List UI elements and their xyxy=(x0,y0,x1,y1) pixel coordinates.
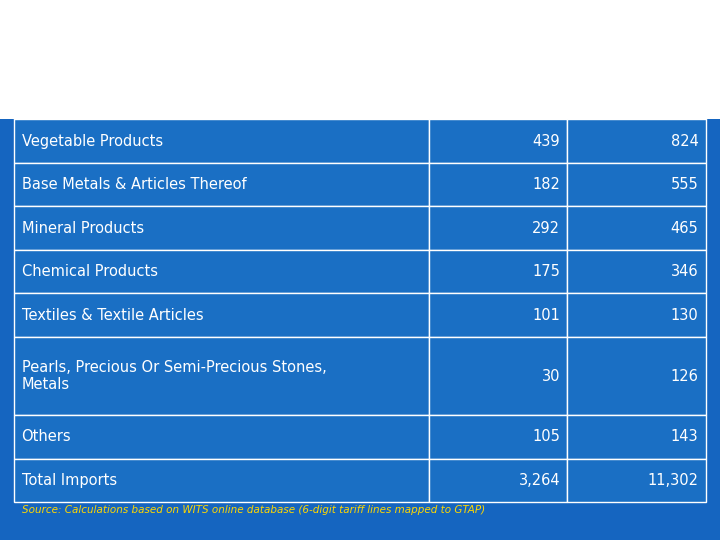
FancyBboxPatch shape xyxy=(14,76,429,119)
Text: from AFLDCs (million USD): from AFLDCs (million USD) xyxy=(261,80,617,105)
FancyBboxPatch shape xyxy=(14,206,429,250)
Text: N: N xyxy=(6,72,32,101)
FancyBboxPatch shape xyxy=(429,119,567,163)
Text: 465: 465 xyxy=(670,221,698,235)
FancyBboxPatch shape xyxy=(567,163,706,206)
Text: Chemical Products: Chemical Products xyxy=(22,264,158,279)
Text: NCAER: NCAER xyxy=(35,91,72,101)
FancyBboxPatch shape xyxy=(429,206,567,250)
Text: 292: 292 xyxy=(532,221,560,235)
FancyBboxPatch shape xyxy=(567,415,706,458)
Text: 30: 30 xyxy=(541,368,560,383)
FancyBboxPatch shape xyxy=(567,250,706,293)
FancyBboxPatch shape xyxy=(14,415,429,458)
FancyBboxPatch shape xyxy=(567,76,706,119)
Text: 11,302: 11,302 xyxy=(647,473,698,488)
Text: 105: 105 xyxy=(532,429,560,444)
Text: 824: 824 xyxy=(670,133,698,148)
Text: 1,939: 1,939 xyxy=(518,90,560,105)
Text: 8,713: 8,713 xyxy=(657,90,698,105)
Text: 101: 101 xyxy=(532,308,560,322)
FancyBboxPatch shape xyxy=(567,293,706,337)
FancyBboxPatch shape xyxy=(567,32,706,76)
FancyBboxPatch shape xyxy=(429,32,567,76)
Text: 2014: 2014 xyxy=(55,83,98,97)
Text: 126: 126 xyxy=(670,368,698,383)
Text: 5: 5 xyxy=(89,30,99,45)
Text: Pearls, Precious Or Semi-Precious Stones,
Metals: Pearls, Precious Or Semi-Precious Stones… xyxy=(22,360,326,392)
FancyBboxPatch shape xyxy=(429,76,567,119)
Text: 3,264: 3,264 xyxy=(518,473,560,488)
Text: Mineral Products: Mineral Products xyxy=(22,221,144,235)
Text: 143: 143 xyxy=(671,429,698,444)
FancyBboxPatch shape xyxy=(14,293,429,337)
FancyBboxPatch shape xyxy=(429,293,567,337)
Text: Category: Category xyxy=(22,46,99,62)
FancyBboxPatch shape xyxy=(14,32,429,76)
Text: 346: 346 xyxy=(671,264,698,279)
Text: 2008: 2008 xyxy=(518,46,560,62)
Text: Others: Others xyxy=(22,429,71,444)
FancyBboxPatch shape xyxy=(14,458,429,502)
FancyBboxPatch shape xyxy=(14,250,429,293)
FancyBboxPatch shape xyxy=(567,458,706,502)
Text: 439: 439 xyxy=(533,133,560,148)
FancyBboxPatch shape xyxy=(429,415,567,458)
Text: India’s import in major categories: India’s import in major categories xyxy=(212,24,666,48)
FancyBboxPatch shape xyxy=(567,206,706,250)
Text: 1956: 1956 xyxy=(55,30,98,45)
Text: Petroleum Oils: Petroleum Oils xyxy=(22,90,128,105)
Text: 182: 182 xyxy=(532,177,560,192)
Text: Total Imports: Total Imports xyxy=(22,473,117,488)
Text: 2012: 2012 xyxy=(656,46,698,62)
FancyBboxPatch shape xyxy=(567,119,706,163)
Text: Vegetable Products: Vegetable Products xyxy=(22,133,163,148)
FancyBboxPatch shape xyxy=(567,337,706,415)
FancyBboxPatch shape xyxy=(429,337,567,415)
Text: 130: 130 xyxy=(670,308,698,322)
FancyBboxPatch shape xyxy=(14,337,429,415)
FancyBboxPatch shape xyxy=(429,458,567,502)
FancyBboxPatch shape xyxy=(429,250,567,293)
FancyBboxPatch shape xyxy=(14,119,429,163)
Text: 555: 555 xyxy=(670,177,698,192)
Text: Base Metals & Articles Thereof: Base Metals & Articles Thereof xyxy=(22,177,246,192)
FancyBboxPatch shape xyxy=(429,163,567,206)
Text: 175: 175 xyxy=(532,264,560,279)
FancyBboxPatch shape xyxy=(3,10,32,109)
Text: Source: Calculations based on WITS online database (6-digit tariff lines mapped : Source: Calculations based on WITS onlin… xyxy=(22,505,485,515)
Text: Textiles & Textile Articles: Textiles & Textile Articles xyxy=(22,308,203,322)
FancyBboxPatch shape xyxy=(14,163,429,206)
